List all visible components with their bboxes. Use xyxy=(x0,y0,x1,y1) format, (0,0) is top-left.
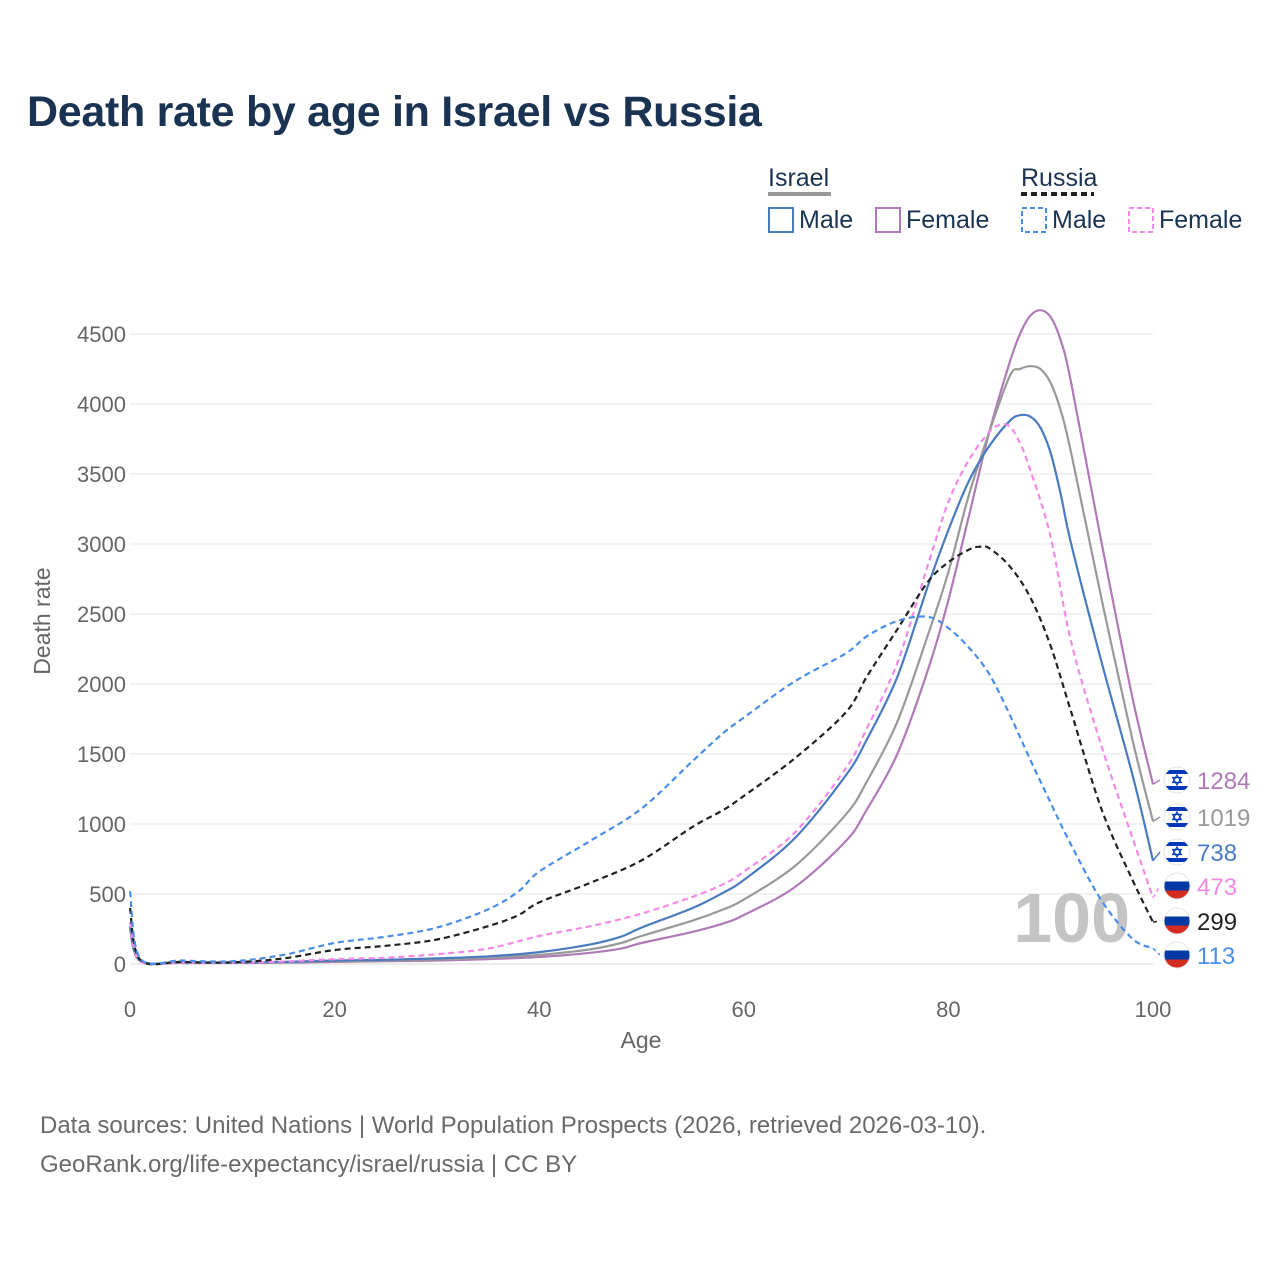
end-connector-israel-total xyxy=(1152,816,1161,822)
legend-item-israel-female[interactable]: Female xyxy=(875,206,989,234)
x-tick-label-40: 40 xyxy=(527,997,551,1022)
y-tick-label-1000: 1000 xyxy=(77,812,126,837)
footer: Data sources: United Nations | World Pop… xyxy=(40,1106,986,1184)
series-line-israel-female xyxy=(128,309,1155,966)
end-connector-russia-male xyxy=(1152,947,1161,956)
russia-flag-icon xyxy=(1163,941,1191,969)
legend-item-russia-male[interactable]: Male xyxy=(1021,206,1106,234)
x-tick-label-80: 80 xyxy=(936,997,960,1022)
israel-flag-icon xyxy=(1163,766,1191,794)
end-label-russia-total: 299 xyxy=(1197,909,1237,936)
x-axis-title: Age xyxy=(621,1027,662,1053)
russia-flag-icon xyxy=(1163,872,1191,900)
legend-item-russia-female[interactable]: Female xyxy=(1128,206,1242,234)
end-connector-russia-total xyxy=(1152,920,1161,923)
legend-item-israel-male-label: Male xyxy=(799,206,853,234)
legend-item-israel-female-swatch xyxy=(875,207,901,233)
legend-item-israel-female-label: Female xyxy=(906,206,989,234)
legend-group-russia-label: Russia xyxy=(1021,164,1098,192)
end-label-israel-total: 1019 xyxy=(1197,805,1250,832)
year-label: 100 xyxy=(1013,879,1130,957)
legend-item-russia-male-swatch xyxy=(1021,207,1047,233)
series-line-israel-male xyxy=(128,413,1155,965)
gridlines xyxy=(130,333,1153,965)
series-line-russia-male xyxy=(128,615,1154,966)
end-connector-russia-female xyxy=(1152,885,1161,899)
series-line-russia-total xyxy=(128,545,1154,966)
legend-item-israel-male[interactable]: Male xyxy=(768,206,853,234)
legend: Israel Male Female Russia Male Female xyxy=(768,164,1242,234)
legend-item-russia-male-label: Male xyxy=(1052,206,1106,234)
y-axis-title: Death rate xyxy=(29,567,55,674)
y-tick-label-500: 500 xyxy=(89,882,126,907)
end-labels: 1284 1019 738 473 299 113 xyxy=(1152,766,1250,970)
end-label-russia-female: 473 xyxy=(1197,874,1237,901)
legend-group-israel-label: Israel xyxy=(768,164,829,192)
x-tick-label-0: 0 xyxy=(124,997,136,1022)
y-tick-label-3500: 3500 xyxy=(77,462,126,487)
legend-item-russia-female-swatch xyxy=(1128,207,1154,233)
footer-sources: Data sources: United Nations | World Pop… xyxy=(40,1112,987,1139)
chart-title: Death rate by age in Israel vs Russia xyxy=(27,88,762,136)
y-tick-label-4500: 4500 xyxy=(77,322,126,347)
series-line-russia-female xyxy=(128,423,1155,966)
y-tick-label-2000: 2000 xyxy=(77,672,126,697)
y-tick-label-0: 0 xyxy=(114,952,126,977)
russia-flag-icon xyxy=(1163,907,1191,935)
y-tick-label-2500: 2500 xyxy=(77,602,126,627)
end-label-russia-male: 113 xyxy=(1197,943,1235,970)
y-tick-label-4000: 4000 xyxy=(77,392,126,417)
x-tick-label-20: 20 xyxy=(322,997,346,1022)
legend-group-israel[interactable]: Israel Male Female xyxy=(768,164,989,234)
series-line-israel-total xyxy=(128,365,1155,966)
y-tick-label-3000: 3000 xyxy=(77,532,126,557)
x-tick-label-100: 100 xyxy=(1135,997,1172,1022)
end-label-israel-male: 738 xyxy=(1197,840,1237,867)
israel-flag-icon xyxy=(1163,803,1191,831)
footer-attribution[interactable]: GeoRank.org/life-expectancy/israel/russi… xyxy=(40,1151,578,1178)
series-lines xyxy=(128,309,1155,966)
y-tick-label-1500: 1500 xyxy=(77,742,126,767)
axis-ticks: 0 500 1000 1500 2000 2500 3000 3500 4000 4500 0 20 4… xyxy=(77,322,1171,1022)
end-label-israel-female: 1284 xyxy=(1197,768,1250,795)
x-tick-label-60: 60 xyxy=(732,997,756,1022)
legend-group-russia[interactable]: Russia Male Female xyxy=(1021,164,1242,234)
end-connector-israel-male xyxy=(1152,851,1161,862)
legend-item-russia-female-label: Female xyxy=(1159,206,1242,234)
legend-item-israel-male-swatch xyxy=(768,207,794,233)
end-connector-israel-female xyxy=(1152,779,1161,785)
israel-flag-icon xyxy=(1163,838,1191,866)
